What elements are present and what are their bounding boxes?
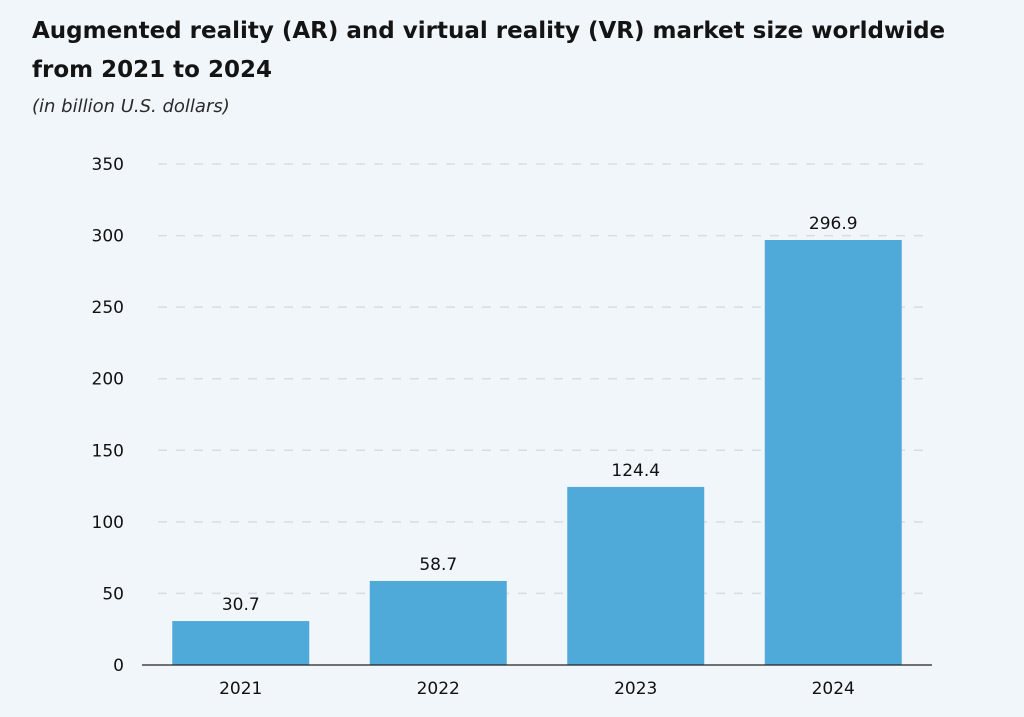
- chart-title: Augmented reality (AR) and virtual reali…: [32, 18, 946, 83]
- x-tick-label: 2021: [219, 679, 262, 699]
- y-tick-label: 300: [92, 227, 124, 247]
- y-tick-label: 100: [92, 513, 124, 533]
- x-tick-label: 2023: [614, 679, 657, 699]
- y-axis-ticks: 0 50 100 150 200 250 300 350: [92, 155, 124, 676]
- bar: [172, 621, 310, 665]
- bar: [567, 486, 705, 665]
- y-tick-label: 0: [113, 656, 124, 676]
- x-tick-label: 2024: [812, 679, 855, 699]
- y-tick-label: 350: [92, 155, 124, 175]
- bar: [764, 240, 902, 665]
- bar-value-label: 58.7: [419, 555, 457, 575]
- data-labels: 30.7 58.7 124.4 296.9: [222, 214, 858, 615]
- y-tick-label: 150: [92, 441, 124, 461]
- bar: [369, 580, 507, 665]
- y-tick-label: 50: [102, 584, 124, 604]
- bars: [172, 240, 902, 665]
- bar-value-label: 124.4: [611, 461, 660, 481]
- y-tick-label: 250: [92, 298, 124, 318]
- y-tick-label: 200: [92, 370, 124, 390]
- bar-value-label: 30.7: [222, 595, 260, 615]
- x-tick-label: 2022: [417, 679, 460, 699]
- bar-value-label: 296.9: [809, 214, 858, 234]
- x-axis-ticks: 2021 2022 2023 2024: [219, 679, 855, 699]
- chart-subtitle: (in billion U.S. dollars): [32, 96, 230, 117]
- grid-lines: [158, 163, 932, 595]
